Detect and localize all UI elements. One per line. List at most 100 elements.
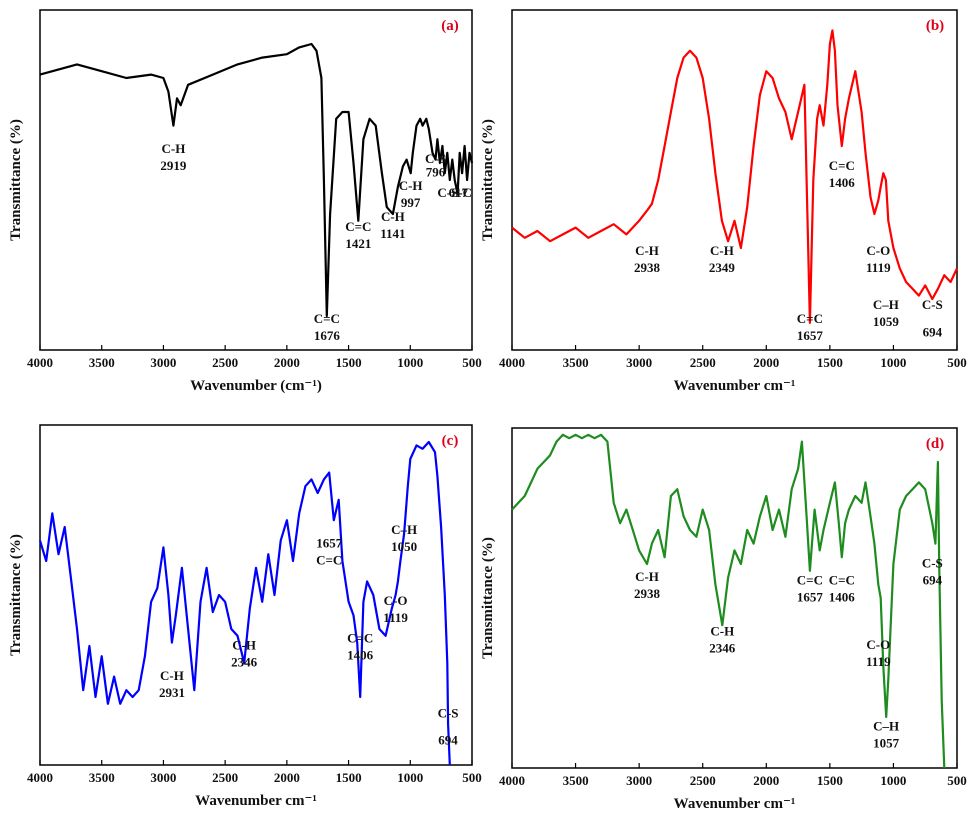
x-tick-label: 500 [947, 773, 967, 788]
x-tick-label: 2000 [274, 770, 300, 785]
x-tick-label: 1000 [397, 770, 423, 785]
peak-annotation: C-H [162, 141, 186, 156]
peak-annotation: 1050 [391, 539, 417, 554]
peak-annotation: 1059 [873, 314, 900, 329]
panel-label: (a) [441, 18, 459, 34]
x-tick-label: 2500 [212, 355, 238, 370]
peak-annotation: C=C [829, 572, 855, 587]
peak-annotation: C-S-C [437, 185, 472, 200]
peak-annotation: 1119 [866, 260, 891, 275]
peak-annotation: 796 [426, 165, 446, 180]
peak-annotation: 997 [401, 195, 421, 210]
peak-annotation: 1119 [383, 610, 408, 625]
peak-annotation: C-S [922, 297, 943, 312]
x-tick-label: 2000 [753, 355, 779, 370]
x-tick-label: 500 [462, 355, 482, 370]
spectrum-line [511, 29, 958, 324]
x-tick-label: 4000 [499, 355, 525, 370]
x-tick-label: 3500 [89, 355, 115, 370]
peak-annotation: C-H [635, 243, 659, 258]
x-tick-label: 2500 [690, 355, 716, 370]
peak-annotation: C-H [160, 668, 184, 683]
peak-annotation: C=C [316, 552, 342, 567]
x-tick-label: 3000 [150, 355, 176, 370]
x-tick-label: 2000 [274, 355, 300, 370]
y-axis-title: Transmittance (%) [8, 119, 24, 241]
x-tick-label: 500 [462, 770, 482, 785]
peak-annotation: 2931 [159, 685, 185, 700]
x-tick-label: 3000 [150, 770, 176, 785]
x-axis-title: Wavenumber (cm⁻¹) [190, 378, 322, 394]
peak-annotation: 2349 [709, 260, 736, 275]
peak-annotation: 2938 [634, 586, 661, 601]
peak-annotation: C-H [381, 209, 405, 224]
peak-annotation: C-H [710, 243, 734, 258]
x-tick-label: 1500 [336, 355, 362, 370]
panel-1: 4000 3500 3000 2500 2000 1500 1000 500 Wavenumbe… [8, 9, 482, 394]
x-tick-label: 1000 [397, 355, 423, 370]
peak-annotation: C-S [438, 705, 459, 720]
peak-annotation: 1141 [380, 226, 405, 241]
peak-annotation: 1657 [797, 589, 824, 604]
peak-annotation: C-H [635, 569, 659, 584]
panel-4: 4000 3500 3000 2500 2000 1500 1000 500 Wavenumbe… [480, 427, 967, 812]
x-axis-title: Wavenumber cm⁻¹ [674, 378, 796, 394]
x-tick-label: 4000 [499, 773, 525, 788]
peak-annotation: C–H [391, 522, 417, 537]
panel-label: (b) [926, 18, 944, 34]
peak-annotation: C-H [710, 623, 734, 638]
peak-annotation: 1057 [873, 736, 900, 751]
x-tick-label: 1500 [817, 355, 843, 370]
peak-annotation: 2346 [231, 654, 258, 669]
x-tick-label: 2500 [212, 770, 238, 785]
peak-annotation: C-H [232, 637, 256, 652]
peak-annotation: C=C [829, 158, 855, 173]
y-axis-title: Transmittance (%) [480, 537, 496, 659]
peak-annotation: 1657 [316, 535, 343, 550]
x-tick-label: 1000 [880, 355, 906, 370]
peak-annotation: C=C [347, 631, 373, 646]
x-tick-label: 4000 [27, 355, 53, 370]
plot-frame [511, 427, 958, 769]
x-tick-label: 3500 [563, 355, 589, 370]
x-tick-label: 3000 [626, 355, 652, 370]
peak-annotation: 1406 [829, 589, 856, 604]
x-tick-label: 1500 [336, 770, 362, 785]
peak-annotation: C-S [922, 555, 943, 570]
peak-annotation: C-S [425, 151, 446, 166]
x-tick-label: 4000 [27, 770, 53, 785]
peak-annotation: C=C [797, 572, 823, 587]
peak-annotation: 1421 [345, 236, 371, 251]
x-tick-label: 3500 [563, 773, 589, 788]
peak-annotation: 694 [923, 324, 943, 339]
x-tick-label: 3000 [626, 773, 652, 788]
x-tick-label: 3500 [89, 770, 115, 785]
peak-annotation: C–H [873, 297, 899, 312]
y-axis-title: Transmittance (%) [8, 534, 24, 656]
y-axis-title: Transmittance (%) [480, 119, 496, 241]
peak-annotation: 617 [449, 185, 469, 200]
peak-annotation: C=C [797, 311, 823, 326]
x-tick-label: 2500 [690, 773, 716, 788]
peak-annotation: 694 [923, 572, 943, 587]
peak-annotation: 2938 [634, 260, 661, 275]
x-axis-title: Wavenumber cm⁻¹ [674, 796, 796, 812]
x-axis-title: Wavenumber cm⁻¹ [195, 793, 317, 809]
x-tick-label: 1500 [817, 773, 843, 788]
x-tick-label: 1000 [880, 773, 906, 788]
peak-annotation: C-O [384, 593, 408, 608]
peak-annotation: C-O [866, 637, 890, 652]
spectrum-line [511, 433, 946, 769]
peak-annotation: C-O [866, 243, 890, 258]
plot-frame [511, 9, 958, 351]
peak-annotation: C–H [873, 719, 899, 734]
peak-annotation: 1406 [347, 648, 374, 663]
panel-2: 4000 3500 3000 2500 2000 1500 1000 500 Wavenumbe… [480, 9, 967, 394]
spectrum-line [39, 42, 474, 318]
peak-annotation: 1676 [314, 328, 341, 343]
panel-3: 4000 3500 3000 2500 2000 1500 1000 500 Wavenumbe… [8, 424, 482, 809]
peak-annotation: C=C [314, 311, 340, 326]
peak-annotation: 1119 [866, 654, 891, 669]
peak-annotation: 1657 [797, 328, 824, 343]
